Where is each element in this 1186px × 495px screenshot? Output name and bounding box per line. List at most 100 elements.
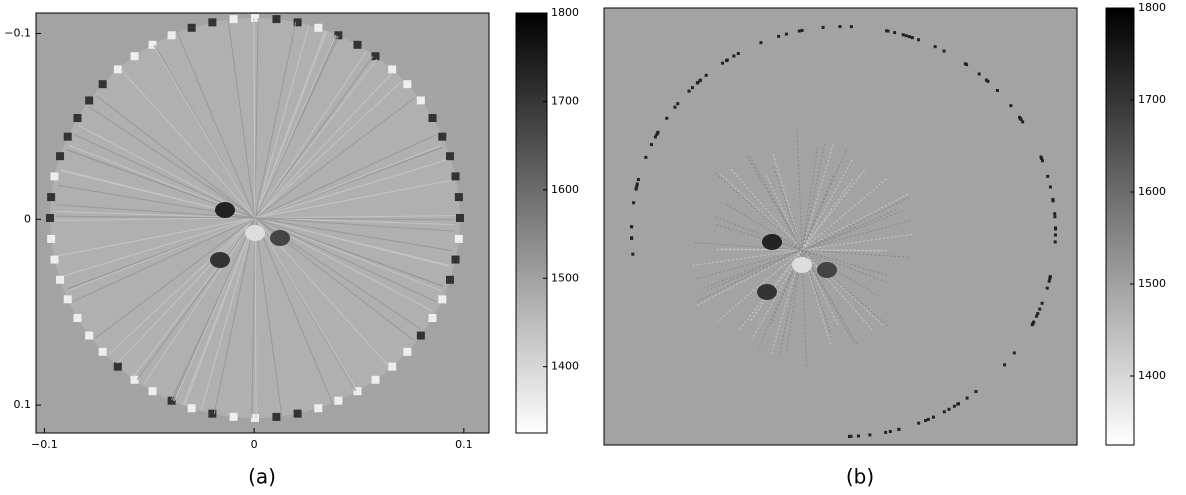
- scatter-pixel: [911, 36, 914, 39]
- scatter-pixel: [964, 62, 967, 65]
- rim-pixel: [64, 295, 72, 303]
- rim-pixel: [46, 214, 54, 222]
- y-tick-label: 0: [24, 212, 31, 225]
- y-tick-label: −0.1: [4, 26, 31, 39]
- rim-pixel: [188, 24, 196, 32]
- scatter-pixel: [1038, 308, 1041, 311]
- scatter-pixel: [687, 90, 690, 93]
- scatter-pixel: [1040, 157, 1043, 160]
- rim-pixel: [99, 80, 107, 88]
- scatter-pixel: [632, 201, 635, 204]
- scatter-pixel: [1049, 276, 1052, 279]
- scatter-pixel: [974, 390, 977, 393]
- scatter-pixel: [785, 33, 788, 36]
- colorbar-tick-label: 1700: [551, 94, 579, 107]
- scatter-pixel: [943, 410, 946, 413]
- scatter-pixel: [966, 397, 969, 400]
- scatter-pixel: [732, 55, 735, 58]
- rim-pixel: [47, 193, 55, 201]
- colorbar: [516, 13, 547, 433]
- scatter-pixel: [1053, 215, 1056, 218]
- rim-pixel: [168, 31, 176, 39]
- rim-pixel: [438, 295, 446, 303]
- rim-pixel: [403, 80, 411, 88]
- scatter-pixel: [635, 185, 638, 188]
- scatter-pixel: [822, 26, 825, 29]
- scatter-pixel: [1035, 315, 1038, 318]
- rim-pixel: [388, 65, 396, 73]
- scatter-pixel: [932, 416, 935, 419]
- scatter-pixel: [948, 408, 951, 411]
- scatter-pixel: [721, 62, 724, 65]
- blob: [762, 234, 782, 250]
- scatter-pixel: [777, 35, 780, 38]
- rim-pixel: [354, 387, 362, 395]
- scatter-pixel: [917, 422, 920, 425]
- colorbar: [1106, 8, 1134, 445]
- rim-pixel: [208, 18, 216, 26]
- rim-pixel: [417, 96, 425, 104]
- scatter-pixel: [943, 50, 946, 53]
- scatter-pixel: [953, 405, 956, 408]
- rim-pixel: [56, 276, 64, 284]
- rim-pixel: [294, 410, 302, 418]
- blob: [757, 284, 777, 300]
- rim-pixel: [131, 52, 139, 60]
- rim-pixel: [455, 193, 463, 201]
- scatter-pixel: [1021, 120, 1024, 123]
- scatter-pixel: [897, 428, 900, 431]
- colorbar-tick-label: 1800: [1138, 1, 1166, 14]
- colorbar-tick-label: 1400: [551, 360, 579, 373]
- colorbar-tick-label: 1500: [1138, 277, 1166, 290]
- rim-pixel: [314, 404, 322, 412]
- scatter-pixel: [905, 34, 908, 37]
- scatter-pixel: [673, 106, 676, 109]
- blob: [792, 257, 812, 273]
- rim-pixel: [388, 363, 396, 371]
- rim-pixel: [429, 314, 437, 322]
- rim-pixel: [114, 363, 122, 371]
- scatter-pixel: [908, 35, 911, 38]
- scatter-pixel: [1046, 175, 1049, 178]
- rim-pixel: [452, 256, 460, 264]
- rim-pixel: [354, 41, 362, 49]
- rim-pixel: [446, 152, 454, 160]
- scatter-pixel: [978, 72, 981, 75]
- scatter-pixel: [655, 133, 658, 136]
- rim-pixel: [50, 172, 58, 180]
- scatter-pixel: [838, 25, 841, 28]
- rim-pixel: [272, 413, 280, 421]
- scatter-pixel: [957, 402, 960, 405]
- scatter-pixel: [637, 178, 640, 181]
- x-tick-label: 0.1: [455, 438, 473, 451]
- scatter-pixel: [801, 29, 804, 32]
- scatter-pixel: [650, 143, 653, 146]
- rim-pixel: [272, 15, 280, 23]
- scatter-pixel: [848, 435, 851, 438]
- x-tick-label: 0: [251, 438, 258, 451]
- scatter-pixel: [726, 59, 729, 62]
- scatter-pixel: [630, 237, 633, 240]
- rim-pixel: [417, 332, 425, 340]
- scatter-pixel: [635, 187, 638, 190]
- rim-pixel: [85, 96, 93, 104]
- scatter-pixel: [1036, 312, 1039, 315]
- scatter-pixel: [1046, 287, 1049, 290]
- image-background: [604, 8, 1077, 445]
- caption: (a): [248, 465, 276, 489]
- rim-pixel: [403, 348, 411, 356]
- rim-pixel: [429, 114, 437, 122]
- scatter-pixel: [699, 79, 702, 82]
- rim-pixel: [438, 133, 446, 141]
- scatter-pixel: [1054, 226, 1057, 229]
- rim-pixel: [47, 235, 55, 243]
- scatter-pixel: [1041, 302, 1044, 305]
- scatter-pixel: [1009, 104, 1012, 107]
- scatter-pixel: [934, 45, 937, 48]
- y-tick-label: 0.1: [14, 398, 32, 411]
- colorbar-tick-label: 1700: [1138, 93, 1166, 106]
- scatter-pixel: [996, 89, 999, 92]
- rim-pixel: [85, 332, 93, 340]
- scatter-pixel: [885, 29, 888, 32]
- scatter-pixel: [1053, 212, 1056, 215]
